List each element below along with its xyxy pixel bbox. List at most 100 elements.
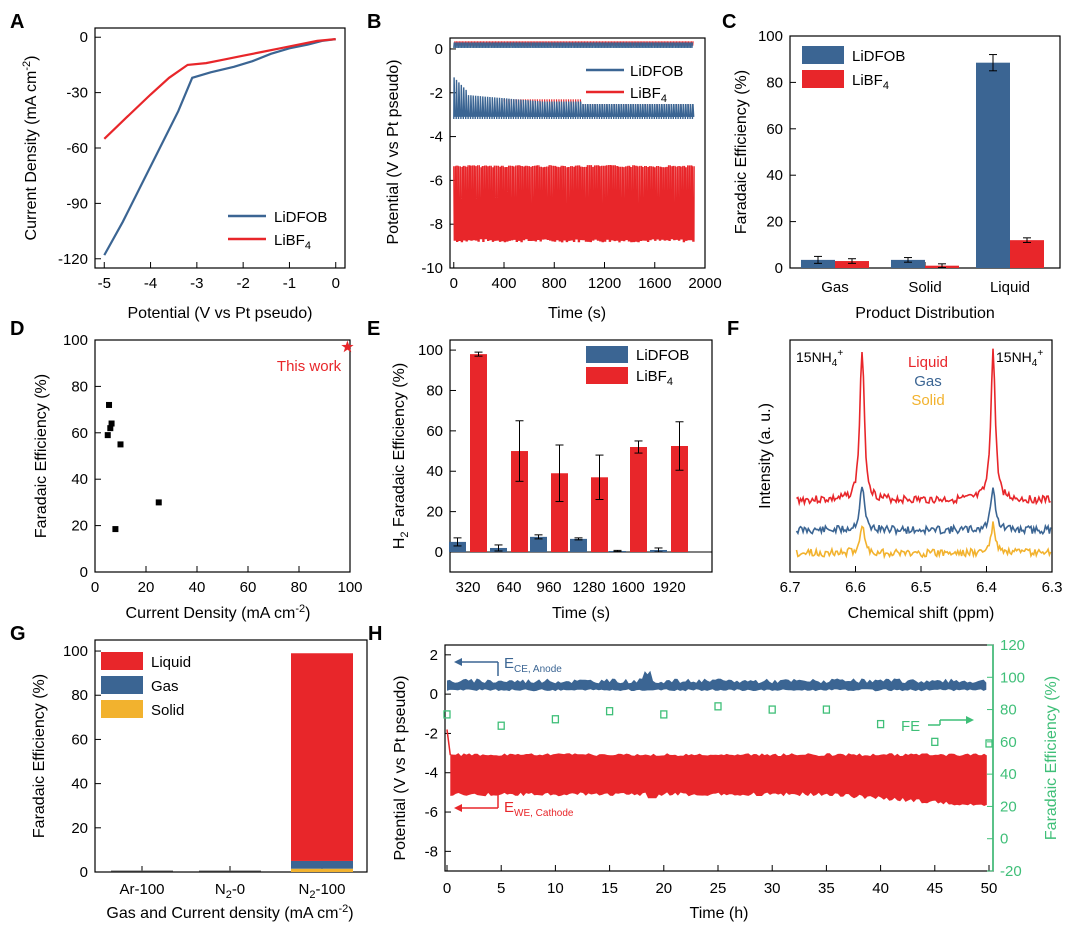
panel-e-xlabel: Time (s) — [552, 605, 610, 622]
scatter-point — [108, 420, 115, 427]
legend-swatch-liquid — [101, 652, 143, 670]
panel-h-xlabel: Time (h) — [690, 905, 749, 922]
panel-h-ylabel-left: Potential (V vs Pt pseudo) — [392, 676, 409, 861]
y-tick-label: -8 — [425, 843, 438, 860]
panel-h-ylabel-right: Faradaic Efficiency (%) — [1043, 676, 1060, 840]
legend-label-gas: Gas — [914, 373, 942, 390]
anno-ce-text: ECE, Anode — [504, 655, 562, 675]
y-tick-label: -6 — [425, 804, 438, 821]
panel-f-label: F — [727, 318, 739, 340]
libf4-cathode-cycles — [453, 164, 695, 243]
bar-lidfob — [891, 259, 925, 268]
y-right-tick-label: 80 — [1000, 702, 1017, 719]
x-tick-label: 100 — [337, 579, 362, 596]
x-tick-label: 0 — [450, 275, 458, 292]
x-tick-label: 45 — [926, 880, 943, 897]
spectrum-liquid — [796, 348, 1051, 507]
y-tick-label: -2 — [430, 85, 443, 102]
x-tick-label: 0 — [443, 880, 451, 897]
panel-b-ylabel: Potential (V vs Pt pseudo) — [385, 60, 402, 245]
panel-b-label: B — [367, 11, 381, 33]
x-tick-label: 20 — [138, 579, 155, 596]
panel-g-label: G — [10, 623, 26, 645]
x-tick-label: 10 — [547, 880, 564, 897]
y-tick-label: 60 — [71, 425, 88, 442]
y-tick-label: 100 — [418, 342, 443, 359]
fe-point — [497, 721, 505, 730]
series-line-libf4 — [103, 38, 336, 140]
x-tick-label: 1600 — [611, 579, 644, 596]
panel-c: C Product Distribution Faradaic Efficien… — [722, 11, 1061, 322]
x-tick-label: 1200 — [588, 275, 621, 292]
panel-f: F Chemical shift (ppm) Intensity (a. u.)… — [727, 318, 1062, 622]
panel-e-frame — [449, 339, 713, 573]
y-tick-label: 0 — [435, 544, 443, 561]
legend-label-liquid: Liquid — [151, 654, 191, 671]
this-work-star — [341, 340, 354, 353]
series-line-lidfob — [103, 38, 336, 256]
legend-label-libf4: LiBF4 — [636, 368, 673, 388]
fe-point — [551, 715, 560, 724]
stacked-bar-solid — [291, 868, 353, 872]
legend-swatch-lidfob — [586, 346, 628, 363]
stacked-bar-gas — [291, 860, 353, 869]
legend-swatch-libf4 — [586, 367, 628, 384]
scatter-point — [106, 401, 113, 408]
legend-label-solid: Solid — [151, 702, 184, 719]
y-tick-label: -2 — [425, 725, 438, 742]
panel-c-xlabel: Product Distribution — [855, 305, 995, 322]
bar-lidfob — [570, 538, 587, 552]
x-tick-label: 1600 — [638, 275, 671, 292]
panel-e-ylabel: H2 Faradaic Efficiency (%) — [391, 363, 411, 549]
y-right-tick-label: -20 — [1000, 863, 1022, 880]
y-tick-label: 80 — [426, 382, 443, 399]
x-tick-label: N2-100 — [299, 881, 346, 901]
x-tick-label: 6.4 — [976, 579, 997, 596]
panel-a: A Potential (V vs Pt pseudo) Current Den… — [10, 11, 346, 322]
x-tick-label: 40 — [189, 579, 206, 596]
bar-lidfob — [976, 62, 1010, 269]
panel-h-label: H — [368, 623, 382, 645]
y-tick-label: 60 — [426, 423, 443, 440]
cathode-potential-band — [450, 753, 987, 806]
legend-label-liquid: Liquid — [908, 354, 948, 371]
x-tick-label: 5 — [497, 880, 505, 897]
x-tick-label: 60 — [240, 579, 257, 596]
y-tick-label: 100 — [63, 332, 88, 349]
x-tick-label: 0 — [332, 275, 340, 292]
y-tick-label: -120 — [58, 251, 88, 268]
y-tick-label: 40 — [71, 776, 88, 793]
y-tick-label: 60 — [766, 121, 783, 138]
legend-label-libf4: LiBF4 — [630, 85, 667, 105]
panel-g-legend: Liquid Gas Solid — [101, 652, 191, 719]
scatter-point — [107, 425, 114, 432]
x-tick-label: Solid — [908, 279, 941, 296]
stacked-bar-liquid — [291, 653, 353, 861]
this-work-annotation: This work — [277, 358, 342, 375]
x-tick-label: -3 — [190, 275, 203, 292]
panel-a-label: A — [10, 11, 24, 33]
y-right-tick-label: 40 — [1000, 766, 1017, 783]
panel-g-frame — [94, 639, 368, 873]
x-tick-label: 960 — [536, 579, 561, 596]
scatter-point — [112, 526, 119, 533]
x-tick-label: 6.6 — [845, 579, 866, 596]
anno-fe-text: FE — [901, 718, 920, 735]
peak-label-right: 15NH4+ — [996, 348, 1043, 369]
y-tick-label: 100 — [63, 643, 88, 660]
y-right-tick-label: 20 — [1000, 798, 1017, 815]
panel-c-label: C — [722, 11, 736, 33]
peak-label-left: 15NH4+ — [796, 348, 843, 369]
x-tick-label: 6.5 — [911, 579, 932, 596]
panel-e: E Time (s) H2 Faradaic Efficiency (%) 0 2… — [367, 318, 713, 622]
y-tick-label: 0 — [80, 564, 88, 581]
panel-f-ylabel: Intensity (a. u.) — [757, 403, 774, 509]
x-tick-label: -1 — [283, 275, 296, 292]
anno-we: EWE, Cathode — [454, 795, 574, 819]
y-tick-label: 100 — [758, 28, 783, 45]
panel-f-xlabel: Chemical shift (ppm) — [848, 605, 995, 622]
legend-swatch-libf4 — [802, 70, 844, 88]
y-tick-label: 80 — [766, 74, 783, 91]
legend-swatch-gas — [101, 676, 143, 694]
